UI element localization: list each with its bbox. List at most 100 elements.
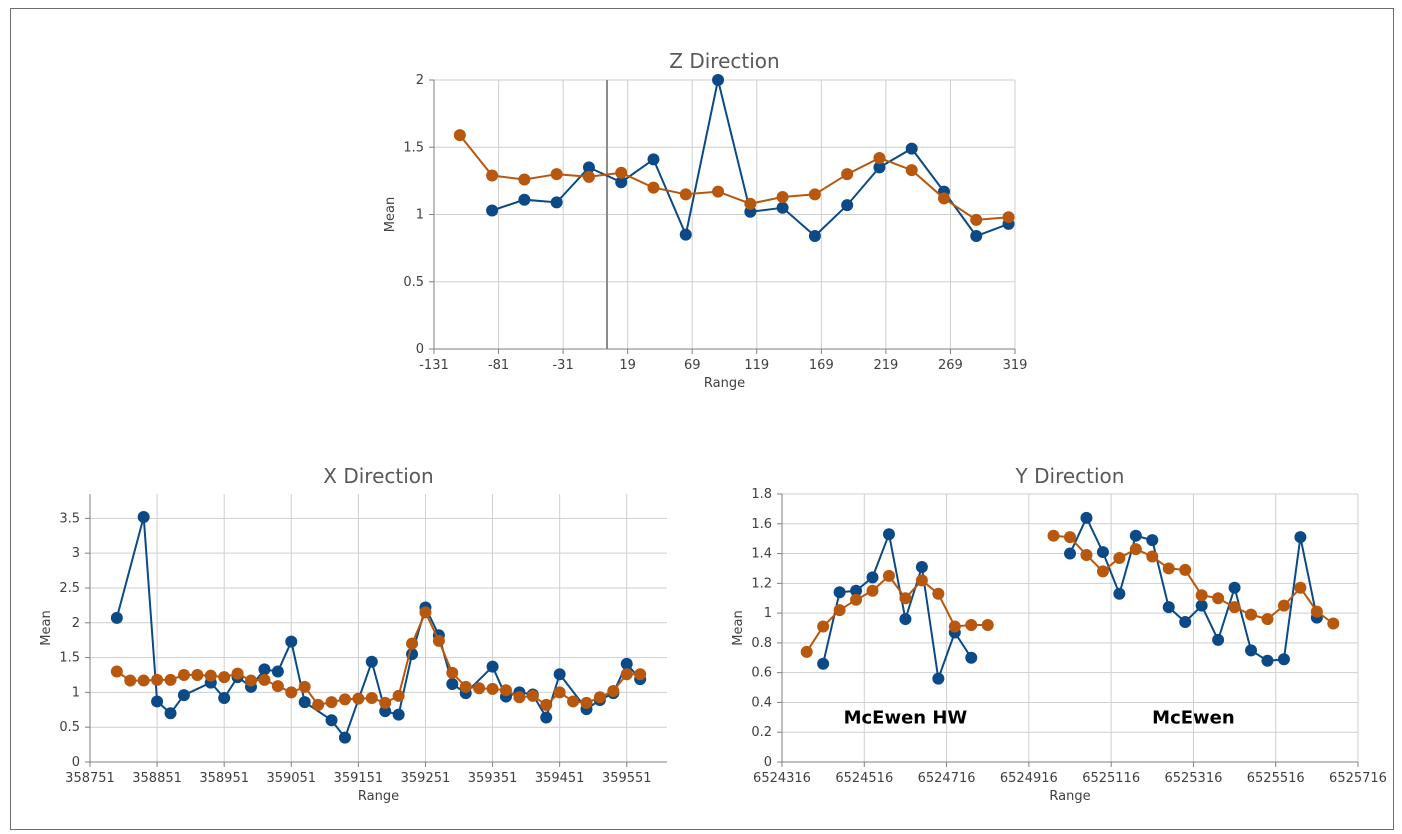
series-line — [1069, 515, 1318, 662]
data-point — [1195, 599, 1208, 612]
data-point — [712, 74, 725, 86]
data-point — [932, 672, 945, 685]
data-point — [164, 673, 177, 686]
data-point — [486, 682, 499, 695]
data-point — [1146, 534, 1159, 547]
y-tick-label: 3.5 — [59, 511, 80, 526]
data-point — [882, 569, 895, 582]
data-point — [915, 560, 928, 573]
data-point — [679, 188, 692, 201]
y-tick-label: 0 — [72, 755, 80, 770]
y-tick-label: 1 — [764, 606, 772, 621]
data-point — [312, 698, 325, 711]
data-point — [833, 586, 846, 599]
x-tick-label: 358751 — [65, 771, 115, 786]
data-point — [453, 129, 466, 142]
data-point — [352, 692, 365, 705]
data-point — [1129, 529, 1142, 542]
data-point — [1327, 617, 1340, 630]
x-tick-label: 169 — [809, 358, 834, 373]
x-tick-label: 6525516 — [1247, 771, 1305, 786]
data-point — [231, 667, 244, 680]
data-point — [298, 696, 311, 709]
x-tick-label: 219 — [873, 358, 898, 373]
x-tick-label: -81 — [488, 358, 509, 373]
x-tick-label: 359451 — [535, 771, 585, 786]
data-point — [518, 173, 531, 186]
x-tick-label: 358951 — [199, 771, 249, 786]
data-point — [582, 170, 595, 183]
data-point — [1096, 565, 1109, 578]
y-tick-label: 0 — [416, 342, 424, 357]
x-tick-label: 6524316 — [753, 771, 811, 786]
data-point — [392, 689, 405, 702]
data-point — [191, 668, 204, 681]
x-tick-label: 6525316 — [1164, 771, 1222, 786]
data-point — [647, 181, 660, 194]
series-blue — [110, 510, 647, 744]
data-point — [1113, 587, 1126, 600]
y-tick-label: 3 — [72, 546, 80, 561]
series-orange — [800, 569, 994, 658]
data-point — [808, 230, 821, 243]
data-point — [1129, 543, 1142, 556]
data-point — [866, 584, 879, 597]
data-point — [647, 153, 660, 166]
chart-title: Y Direction — [1015, 464, 1125, 488]
data-point — [1245, 608, 1258, 621]
data-point — [432, 634, 445, 647]
data-point — [776, 201, 789, 214]
data-point — [873, 152, 886, 165]
data-point — [833, 604, 846, 617]
x-tick-label: 6524916 — [1000, 771, 1058, 786]
data-point — [245, 674, 258, 687]
data-point — [285, 686, 298, 699]
data-point — [258, 663, 271, 676]
data-point — [1277, 599, 1290, 612]
x-tick-label: 319 — [1003, 358, 1028, 373]
data-point — [550, 168, 563, 181]
data-point — [553, 668, 566, 681]
data-point — [271, 680, 284, 693]
data-point — [177, 689, 190, 702]
x-axis-label: Range — [1049, 789, 1090, 804]
data-point — [338, 731, 351, 744]
data-point — [817, 657, 830, 670]
x-tick-label: 6525116 — [1082, 771, 1140, 786]
series-orange — [453, 129, 1015, 226]
data-point — [965, 619, 978, 632]
data-point — [486, 660, 499, 673]
y-tick-label: 0 — [764, 755, 772, 770]
data-point — [540, 698, 553, 711]
series-blue — [486, 74, 1015, 243]
x-tick-label: 359351 — [468, 771, 518, 786]
data-point — [800, 645, 813, 658]
data-point — [473, 682, 486, 695]
data-point — [1179, 616, 1192, 629]
data-point — [817, 620, 830, 633]
data-point — [419, 606, 432, 619]
data-point — [258, 673, 271, 686]
data-point — [151, 673, 164, 686]
y-tick-label: 1.5 — [59, 651, 80, 666]
data-point — [540, 711, 553, 724]
data-point — [850, 593, 863, 606]
x-tick-label: 359051 — [266, 771, 316, 786]
data-point — [965, 651, 978, 664]
data-point — [298, 680, 311, 693]
data-point — [899, 613, 912, 626]
data-point — [137, 674, 150, 687]
data-point — [1228, 581, 1241, 594]
data-point — [137, 510, 150, 523]
data-point — [110, 611, 123, 624]
y-tick-label: 1 — [416, 208, 424, 223]
data-point — [607, 684, 620, 697]
y-tick-label: 1 — [72, 685, 80, 700]
series-line — [116, 609, 641, 707]
data-point — [406, 637, 419, 650]
data-point — [615, 176, 628, 189]
data-point — [338, 693, 351, 706]
data-point — [582, 161, 595, 174]
x-tick-label: 359551 — [602, 771, 652, 786]
